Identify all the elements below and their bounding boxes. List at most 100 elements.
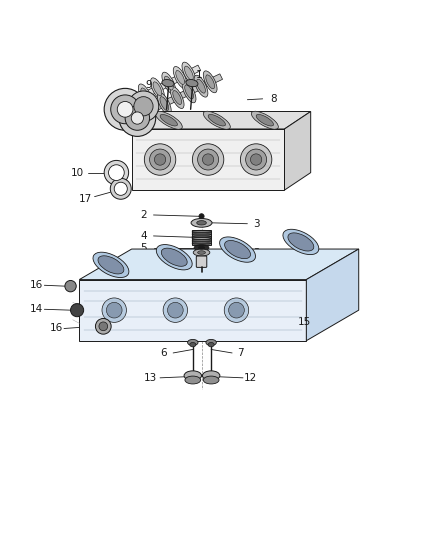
Circle shape [192, 144, 224, 175]
Ellipse shape [170, 86, 184, 109]
Text: 11: 11 [250, 256, 263, 266]
Ellipse shape [219, 237, 255, 262]
Text: 13: 13 [143, 373, 157, 383]
Ellipse shape [161, 248, 187, 266]
Ellipse shape [127, 90, 141, 111]
Ellipse shape [185, 85, 194, 99]
Ellipse shape [203, 111, 230, 129]
Circle shape [102, 298, 127, 322]
Ellipse shape [202, 371, 220, 381]
Ellipse shape [203, 376, 219, 384]
Ellipse shape [157, 93, 171, 115]
Polygon shape [128, 74, 223, 123]
Polygon shape [285, 111, 311, 190]
Ellipse shape [190, 343, 196, 347]
Ellipse shape [138, 84, 152, 106]
Circle shape [199, 214, 204, 219]
Circle shape [110, 179, 131, 199]
Text: 10: 10 [71, 168, 84, 177]
Circle shape [131, 112, 144, 124]
Ellipse shape [186, 79, 198, 87]
Text: 8: 8 [270, 94, 277, 104]
Ellipse shape [193, 249, 210, 256]
Ellipse shape [130, 94, 138, 108]
Ellipse shape [98, 256, 124, 274]
Ellipse shape [93, 252, 129, 278]
Ellipse shape [206, 75, 215, 89]
Ellipse shape [162, 72, 176, 94]
Polygon shape [132, 129, 285, 190]
Ellipse shape [194, 245, 209, 251]
Ellipse shape [185, 376, 201, 384]
Circle shape [117, 101, 133, 117]
Ellipse shape [156, 245, 192, 270]
Circle shape [198, 149, 219, 170]
Ellipse shape [192, 238, 211, 239]
Circle shape [71, 304, 84, 317]
Ellipse shape [148, 102, 157, 116]
Ellipse shape [192, 241, 211, 243]
Text: 9: 9 [145, 80, 152, 90]
Text: 4: 4 [141, 231, 147, 241]
Ellipse shape [182, 62, 196, 84]
Ellipse shape [192, 234, 211, 236]
Ellipse shape [192, 236, 211, 238]
FancyBboxPatch shape [196, 256, 207, 268]
Circle shape [145, 144, 176, 175]
Text: 6: 6 [161, 348, 167, 358]
Polygon shape [79, 280, 306, 341]
Circle shape [240, 144, 272, 175]
Ellipse shape [182, 81, 196, 103]
Circle shape [134, 96, 153, 116]
Circle shape [119, 100, 155, 136]
Text: 16: 16 [30, 280, 43, 290]
Ellipse shape [141, 88, 150, 102]
Ellipse shape [198, 251, 205, 254]
Circle shape [65, 280, 76, 292]
Ellipse shape [153, 82, 162, 96]
Ellipse shape [191, 219, 212, 227]
Ellipse shape [173, 91, 181, 104]
Ellipse shape [160, 96, 169, 111]
Ellipse shape [197, 79, 205, 93]
Text: 2: 2 [141, 210, 147, 220]
Ellipse shape [192, 243, 211, 245]
Circle shape [246, 149, 267, 170]
Circle shape [106, 302, 122, 318]
Circle shape [150, 149, 170, 170]
Ellipse shape [198, 246, 205, 249]
Ellipse shape [208, 343, 214, 347]
Ellipse shape [164, 76, 173, 90]
Ellipse shape [208, 115, 226, 126]
Circle shape [163, 298, 187, 322]
Circle shape [128, 91, 159, 122]
Ellipse shape [184, 66, 193, 80]
Ellipse shape [251, 111, 279, 129]
Polygon shape [79, 249, 359, 280]
Circle shape [114, 182, 127, 195]
Ellipse shape [194, 75, 208, 97]
Polygon shape [111, 65, 201, 114]
Circle shape [125, 106, 150, 130]
Circle shape [229, 302, 244, 318]
Ellipse shape [256, 115, 273, 126]
Ellipse shape [288, 233, 314, 251]
Ellipse shape [203, 71, 217, 93]
Ellipse shape [225, 240, 251, 259]
Polygon shape [306, 249, 359, 341]
Ellipse shape [176, 70, 184, 84]
Ellipse shape [192, 230, 211, 232]
Ellipse shape [197, 221, 206, 225]
Ellipse shape [162, 79, 174, 87]
Circle shape [251, 154, 262, 165]
Ellipse shape [145, 99, 159, 120]
Circle shape [224, 298, 249, 322]
Text: 7: 7 [237, 348, 243, 358]
Text: 3: 3 [253, 219, 260, 229]
Ellipse shape [192, 239, 211, 241]
Ellipse shape [283, 229, 319, 255]
Text: 15: 15 [297, 317, 311, 327]
Ellipse shape [192, 232, 211, 234]
Circle shape [202, 154, 214, 165]
Text: 12: 12 [244, 373, 258, 383]
